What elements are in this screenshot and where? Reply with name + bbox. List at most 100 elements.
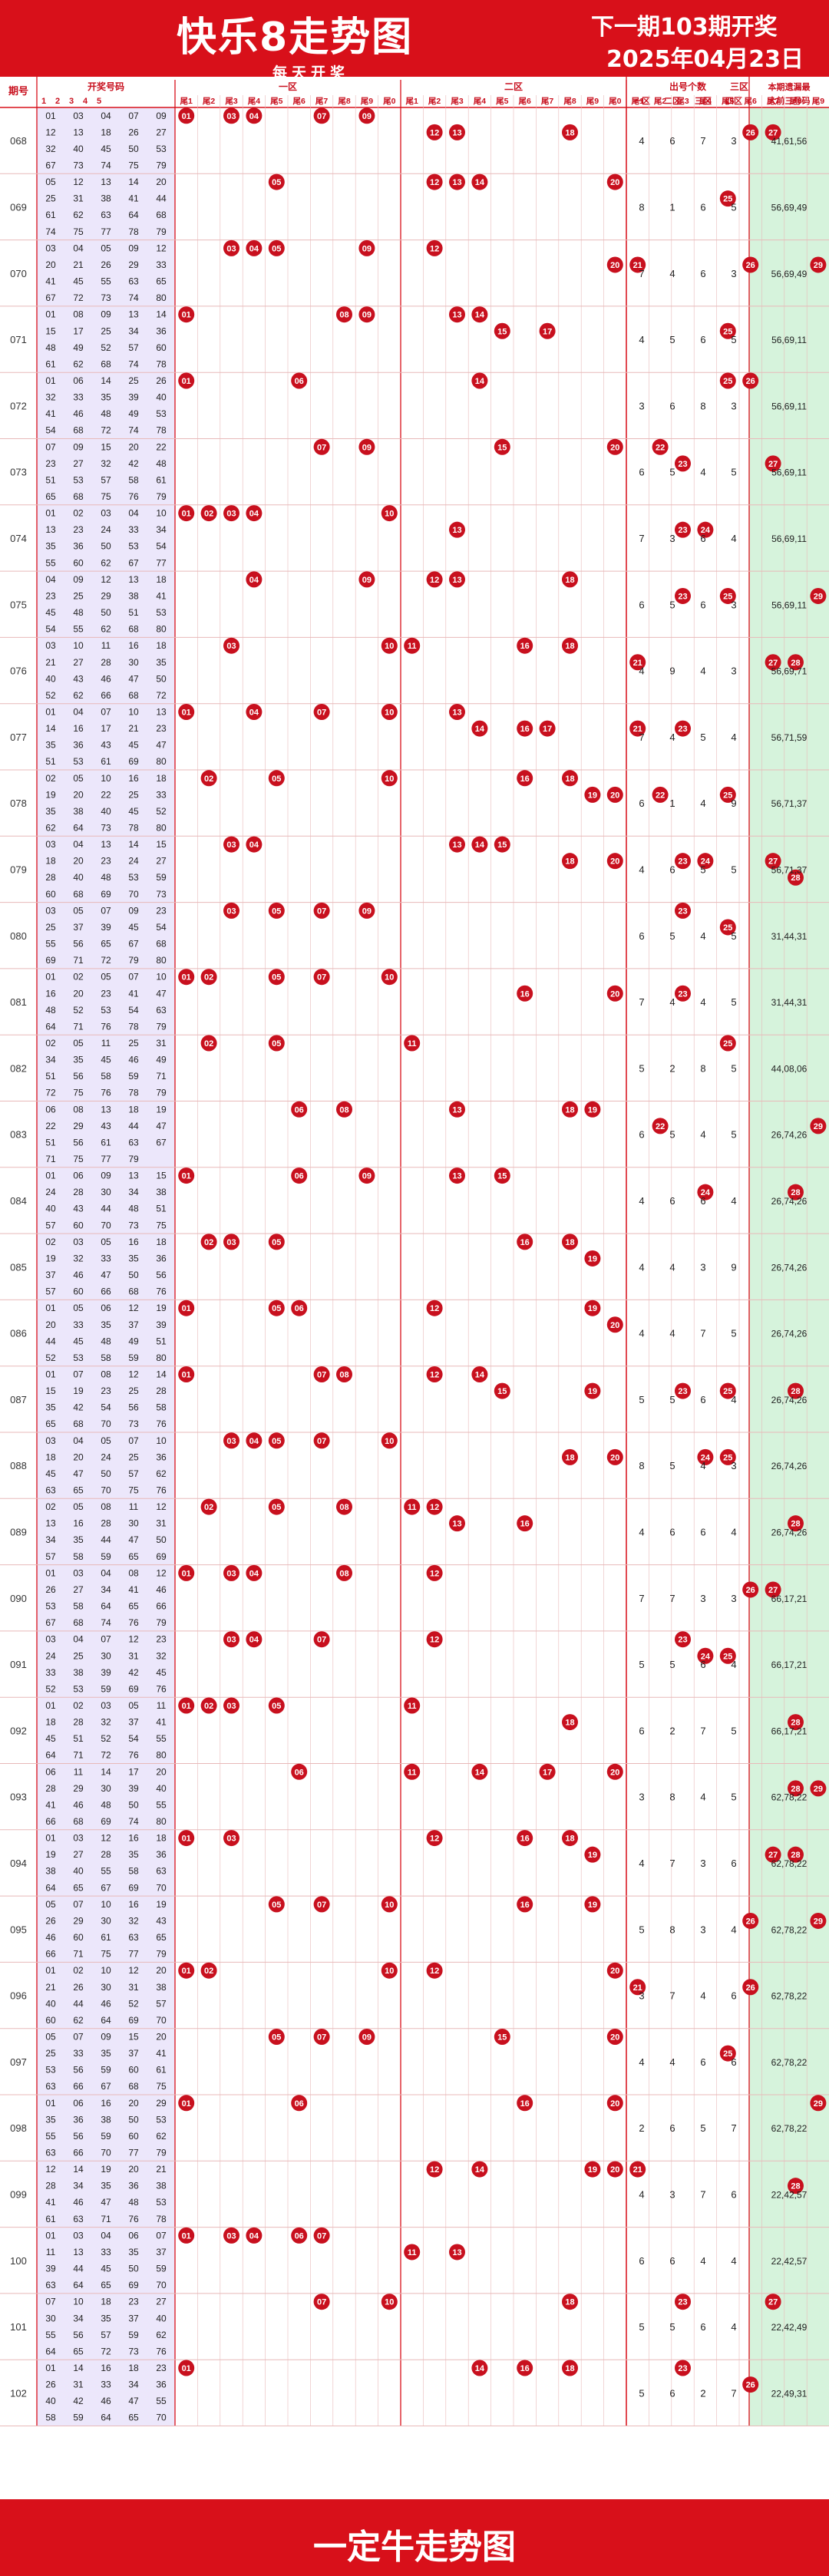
number-ball-label: 01 [182, 112, 191, 121]
number-ball [719, 2045, 736, 2062]
draw-number: 51 [45, 756, 56, 767]
number-ball [178, 372, 195, 389]
number-ball [788, 1714, 804, 1731]
draw-number: 19 [156, 1104, 167, 1115]
number-ball [629, 720, 646, 737]
draw-number: 12 [101, 574, 111, 585]
number-ball [449, 1167, 465, 1184]
draw-number: 60 [45, 2015, 56, 2026]
number-ball [719, 322, 736, 339]
draw-number: 52 [156, 806, 167, 817]
number-ball [223, 1697, 239, 1714]
draw-number: 75 [73, 1088, 84, 1098]
draw-number: 34 [73, 2313, 84, 2323]
draw-number: 23 [156, 2363, 167, 2373]
draw-number: 72 [73, 292, 84, 303]
number-ball [788, 2178, 804, 2195]
number-ball [606, 173, 623, 190]
draw-number: 39 [101, 1667, 111, 1678]
draw-number: 01 [45, 2230, 56, 2241]
number-ball [471, 1366, 488, 1382]
missing-numbers: 56,69,11 [771, 599, 807, 610]
draw-number: 31 [156, 1038, 167, 1049]
number-ball-label: 25 [723, 592, 732, 601]
draw-number: 49 [73, 342, 84, 353]
draw-number: 35 [156, 657, 167, 668]
draw-number: 46 [45, 1932, 56, 1943]
period-cell: 076 [10, 665, 27, 677]
number-ball-label: 21 [633, 2165, 642, 2175]
draw-number: 53 [73, 1352, 84, 1363]
number-ball [719, 190, 736, 207]
number-ball [788, 1846, 804, 1863]
period-cell: 074 [10, 533, 27, 544]
draw-number: 38 [128, 590, 139, 601]
page-subtitle: 每天开奖 [272, 64, 350, 81]
number-ball [629, 256, 646, 273]
draw-number: 12 [45, 2164, 56, 2175]
number-ball [358, 107, 375, 124]
draw-number: 76 [128, 1617, 139, 1628]
zone-count: 5 [700, 864, 705, 875]
draw-number: 41 [156, 1717, 167, 1728]
zone-count: 5 [669, 599, 675, 610]
number-ball [178, 1830, 195, 1847]
number-ball-label: 24 [701, 1453, 711, 1462]
draw-number: 01 [45, 1567, 56, 1578]
draw-number: 14 [128, 839, 139, 850]
draw-number: 07 [73, 2031, 84, 2042]
draw-number: 76 [156, 1683, 167, 1694]
number-ball [313, 1896, 330, 1913]
zone-count: 4 [700, 996, 705, 1008]
tail-header: 尾1 [406, 97, 418, 106]
draw-number: 47 [156, 1121, 167, 1131]
draw-number: 39 [128, 392, 139, 403]
draw-number: 07 [128, 111, 139, 121]
draw-number: 59 [128, 1071, 139, 1082]
draw-number: 65 [101, 2280, 111, 2290]
number-ball [471, 1763, 488, 1780]
number-ball-label: 28 [791, 1785, 800, 1794]
draw-number: 52 [45, 690, 56, 701]
draw-number: 65 [128, 2413, 139, 2423]
number-ball [358, 1167, 375, 1184]
draw-number: 20 [128, 2164, 139, 2175]
number-ball [810, 2095, 827, 2112]
number-ball-label: 23 [678, 592, 687, 601]
draw-number: 62 [156, 1468, 167, 1479]
number-ball-label: 10 [385, 1901, 394, 1910]
number-ball [358, 306, 375, 323]
draw-number: 28 [73, 1717, 84, 1728]
draw-number: 03 [45, 243, 56, 253]
number-ball-label: 10 [385, 708, 394, 717]
draw-number: 57 [45, 1551, 56, 1562]
zone-count: 3 [731, 1460, 736, 1471]
number-ball [178, 1366, 195, 1382]
missing-numbers: 26,74,26 [771, 1461, 808, 1471]
number-ball [606, 1763, 623, 1780]
number-ball-label: 20 [610, 989, 619, 999]
draw-number: 41 [45, 408, 56, 419]
draw-number: 69 [128, 756, 139, 767]
draw-number: 07 [73, 1899, 84, 1910]
draw-number: 16 [128, 773, 139, 784]
draw-number: 52 [128, 1998, 139, 2009]
number-ball [765, 455, 781, 472]
number-ball [584, 1250, 601, 1267]
draw-number: 63 [101, 210, 111, 220]
draw-number: 35 [45, 1402, 56, 1413]
draw-number: 65 [45, 491, 56, 502]
draw-number: 68 [128, 1286, 139, 1297]
draw-number: 35 [101, 392, 111, 403]
draw-number: 70 [101, 1220, 111, 1230]
draw-number: 60 [73, 1932, 84, 1943]
draw-number: 09 [101, 309, 111, 320]
number-ball-label: 07 [317, 1636, 326, 1645]
number-ball-label: 07 [317, 1901, 326, 1910]
missing-numbers: 26,74,26 [771, 1329, 808, 1339]
number-ball-label: 26 [746, 1586, 755, 1595]
period-cell: 101 [10, 2321, 27, 2333]
draw-number: 59 [156, 872, 167, 883]
zone-count: 4 [639, 1328, 644, 1339]
draw-number: 61 [101, 1932, 111, 1943]
